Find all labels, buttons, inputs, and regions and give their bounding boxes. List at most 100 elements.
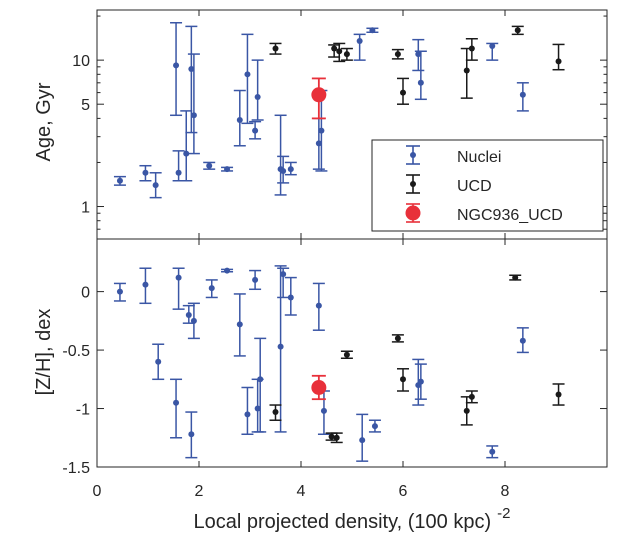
bottom-panel: 0 2 4 6 8 0 -0.5 -1 -1.5 [Z/H], dex Local projec…: [33, 238, 608, 533]
top-point-nuclei: [183, 150, 190, 157]
top-point-ucd: [394, 51, 401, 58]
bottom-point-nuclei: [519, 337, 526, 344]
bottom-point-nuclei: [320, 407, 327, 414]
legend-label-nuclei: Nuclei: [457, 149, 501, 166]
top-y-tick-label: 5: [81, 97, 90, 114]
top-point-nuclei: [236, 116, 243, 123]
top-point-ucd: [468, 45, 475, 52]
bottom-y-tick-label: 0: [81, 285, 90, 302]
bottom-ticks: 0 2 4 6 8 0 -0.5 -1 -1.5: [62, 239, 607, 500]
bottom-point-ucd: [328, 433, 335, 440]
x-tick-label: 6: [399, 483, 408, 500]
bottom-point-ucd: [468, 393, 475, 400]
x-tick-label: 4: [297, 483, 306, 500]
top-point-nuclei: [116, 177, 123, 184]
top-y-tick-label: 10: [72, 53, 90, 70]
top-point-ucd: [331, 45, 338, 52]
top-point-ucd: [343, 51, 350, 58]
top-point-nuclei: [244, 71, 251, 78]
bottom-y-tick-label: -1: [76, 402, 90, 419]
top-point-nuclei: [318, 127, 325, 134]
bottom-point-nuclei: [173, 399, 180, 406]
top-point-nuclei: [287, 166, 294, 173]
bottom-point-ucd: [394, 335, 401, 342]
top-point-nuclei: [415, 51, 422, 58]
bottom-point-nuclei: [252, 276, 259, 283]
bottom-y-tick-label: -1.5: [62, 460, 90, 477]
top-point-ucd: [555, 58, 562, 65]
legend-entries: [405, 145, 421, 223]
top-point-nuclei: [519, 91, 526, 98]
x-tick-label: 2: [195, 483, 204, 500]
legend-marker-nuclei: [410, 152, 416, 158]
top-point-nuclei: [175, 169, 182, 176]
top-point-nuclei: [188, 65, 195, 72]
bottom-point-nuclei: [417, 378, 424, 385]
bottom-plot-frame: [96, 238, 608, 468]
bottom-point-ucd: [343, 351, 350, 358]
bottom-point-nuclei: [224, 267, 231, 274]
legend-label-ngc936-ucd: NGC936_UCD: [457, 207, 563, 224]
bottom-point-nuclei: [287, 294, 294, 301]
x-axis-label-text: Local projected density, (100 kpc): [194, 511, 492, 533]
bottom-point-nuclei: [236, 321, 243, 328]
x-axis-label: Local projected density, (100 kpc) -2: [194, 505, 511, 533]
top-point-nuclei: [206, 162, 213, 169]
top-point-ucd: [514, 27, 521, 34]
top-point-nuclei: [224, 166, 231, 173]
top-point-nuclei: [252, 127, 259, 134]
bottom-point-nuclei: [185, 312, 192, 318]
legend-marker-ngc936-ucd: [405, 205, 421, 221]
top-point-nuclei: [356, 38, 363, 45]
bottom-point-nuclei: [280, 271, 287, 278]
top-point-nuclei: [280, 167, 287, 174]
bottom-series-layer: [113, 265, 565, 462]
top-y-tick-label: 1: [81, 200, 90, 217]
x-tick-label: 8: [501, 483, 510, 500]
bottom-point-nuclei: [244, 411, 251, 418]
top-point-nuclei: [152, 182, 159, 189]
bottom-point-nuclei: [371, 423, 378, 430]
bottom-point-nuclei: [175, 274, 182, 281]
bottom-point-nuclei: [208, 285, 215, 292]
bottom-point-ucd: [400, 376, 406, 383]
top-point-nuclei: [369, 27, 376, 34]
top-point-nuclei: [489, 42, 496, 49]
top-point-ucd: [272, 45, 279, 52]
bottom-point-ucd: [463, 407, 470, 414]
bottom-point-nuclei: [254, 405, 261, 412]
x-tick-label: 0: [93, 483, 102, 500]
bottom-point-ucd: [512, 274, 519, 281]
top-point-nuclei: [417, 79, 424, 86]
bottom-point-ucd: [333, 434, 340, 441]
x-axis-label-exponent: -2: [497, 505, 510, 522]
bottom-point-ucd: [272, 409, 279, 416]
bottom-point-nuclei: [116, 288, 123, 295]
top-point-ucd: [336, 48, 343, 55]
bottom-point-nuclei: [489, 448, 496, 455]
top-series-layer: [113, 22, 565, 199]
bottom-y-tick-label: -0.5: [62, 343, 90, 360]
top-point-ngc936-ucd: [311, 87, 327, 103]
bottom-point-nuclei: [188, 431, 195, 438]
top-point-nuclei: [173, 62, 180, 69]
top-point-nuclei: [315, 140, 322, 147]
bottom-point-nuclei: [359, 437, 366, 444]
bottom-point-ucd: [555, 391, 562, 398]
top-point-nuclei: [142, 169, 149, 176]
top-point-ucd: [463, 67, 470, 74]
bottom-point-nuclei: [315, 302, 322, 309]
bottom-point-ngc936-ucd: [311, 379, 327, 395]
top-y-axis-label: Age, Gyr: [33, 82, 55, 161]
bottom-y-axis-label: [Z/H], dex: [33, 309, 55, 396]
bottom-point-nuclei: [257, 376, 264, 383]
bottom-point-nuclei: [190, 317, 197, 324]
top-point-ucd: [400, 89, 406, 96]
legend: Nuclei UCD NGC936_UCD: [371, 139, 604, 232]
bottom-point-nuclei: [155, 358, 162, 365]
legend-marker-ucd: [410, 181, 416, 187]
bottom-point-nuclei: [142, 281, 149, 288]
